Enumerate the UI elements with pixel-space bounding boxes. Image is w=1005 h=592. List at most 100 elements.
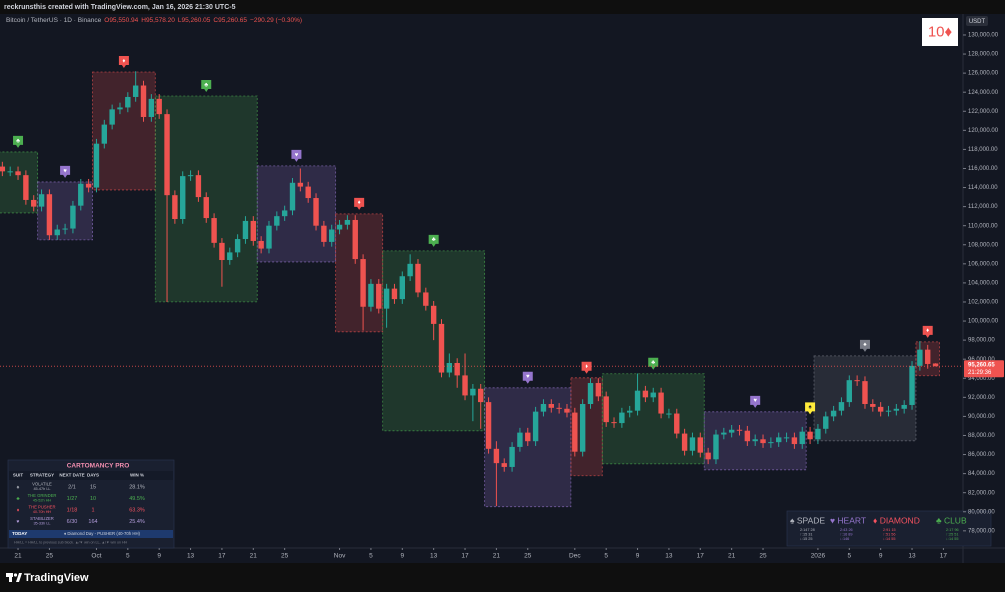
watermark: reckrunsthis created with TradingView.co…	[4, 4, 236, 11]
candle-body	[611, 422, 617, 424]
signal-symbol: ♣	[432, 237, 436, 243]
candle-body	[689, 437, 696, 451]
candle-body	[532, 411, 539, 442]
signal-symbol: ♣	[16, 138, 20, 144]
candle-body	[862, 381, 868, 405]
candle-body	[634, 390, 641, 411]
signal-marker	[13, 135, 24, 148]
candle-body	[383, 288, 390, 309]
signal-symbol: ♣	[651, 360, 655, 366]
table-note: HH/LL = HH/LL to previous sub block. ▲/▼…	[14, 540, 128, 544]
candle-body	[46, 194, 53, 236]
days: 15	[90, 484, 96, 490]
candle-body	[791, 437, 798, 445]
y-tick-label: 88,000.00	[968, 433, 995, 439]
y-tick-label: 118,000.00	[968, 147, 998, 153]
table-header-bg	[9, 471, 173, 480]
candle-body	[352, 219, 358, 260]
candle-body	[266, 225, 272, 249]
candle-body	[62, 228, 68, 230]
candle-body	[674, 413, 680, 434]
candle-body	[579, 404, 586, 452]
y-tick-label: 102,000.00	[968, 300, 999, 306]
candle-body	[93, 143, 100, 188]
signal-box	[601, 373, 705, 465]
candle-body	[274, 216, 280, 226]
candle-body	[744, 430, 751, 442]
signal-symbol: ♠	[808, 405, 812, 411]
x-tick-label: 9	[400, 553, 404, 560]
suit-stat: ↑:16 89	[840, 533, 852, 537]
candle-body	[823, 416, 829, 429]
strategy: THE GRINDER	[28, 493, 57, 498]
candle-body	[830, 410, 837, 417]
strategy: VOLATILE	[32, 482, 52, 487]
x-tick-label: 9	[157, 553, 161, 560]
signal-symbol: ♦	[585, 364, 588, 370]
candle-body	[932, 363, 939, 367]
x-tick-label: 17	[218, 553, 226, 560]
signal-symbol: ♥	[526, 374, 530, 380]
candle-body	[705, 452, 711, 460]
candle-body	[109, 109, 115, 125]
candle-body	[509, 446, 515, 467]
x-tick-label: 21	[250, 553, 258, 560]
ohlc-value: H95,578.20	[141, 17, 175, 24]
suits-panel: ♠ SPADE 2:147 28↑:15 31↓:15 25 ♥ HEART 2:43…	[786, 510, 992, 547]
candle-body	[525, 432, 531, 442]
candle-body	[415, 263, 421, 293]
candle-body	[877, 406, 884, 412]
candle-body	[885, 410, 892, 412]
signal-marker	[201, 80, 212, 93]
candle-body	[681, 433, 688, 451]
candle-body	[31, 199, 37, 207]
y-tick-label: 108,000.00	[968, 242, 999, 248]
candle-body	[391, 288, 398, 300]
candle-body	[909, 365, 915, 405]
candle-body	[117, 107, 123, 110]
column-header: NEXT DATE	[59, 473, 84, 478]
x-tick-label: 9	[636, 553, 640, 560]
strategy-table: CARTOMANCY PRO SUIT STRATEGY NEXT DATE DAYS W…	[7, 459, 175, 549]
candle-body	[368, 283, 374, 307]
candle-body	[164, 114, 170, 196]
win-rate: 28.1%	[129, 484, 145, 490]
candle-body	[70, 205, 76, 229]
signal-box	[484, 387, 572, 508]
x-tick-label: 5	[847, 553, 851, 560]
candle-body	[917, 349, 923, 366]
currency: USDT	[969, 19, 986, 25]
x-tick-label: 2026	[811, 553, 826, 560]
x-tick-label: 17	[940, 553, 948, 560]
candle-body	[697, 437, 703, 453]
candle-body	[799, 431, 805, 445]
candle-body	[501, 463, 507, 467]
x-tick-label: Nov	[334, 553, 346, 560]
candle-body	[195, 175, 202, 198]
candle-body	[140, 85, 147, 117]
candle-body	[595, 383, 602, 397]
candle-body	[54, 229, 60, 236]
candle-body	[870, 404, 876, 407]
footer-brand: TradingView	[24, 572, 89, 584]
suit-title: ♥ HEART	[830, 515, 866, 525]
x-tick-label: 13	[187, 553, 195, 560]
suit: ♥	[17, 519, 20, 525]
logo-mark	[9, 573, 12, 582]
candle-body	[360, 259, 366, 307]
candle-body	[619, 412, 625, 424]
candle-body	[250, 220, 256, 241]
x-tick-label: 21	[14, 553, 22, 560]
signal-marker	[922, 325, 933, 338]
signal-marker	[805, 402, 816, 415]
next-date: 2/1	[68, 484, 76, 490]
candle-body	[313, 198, 319, 226]
countdown: 21:29:36	[968, 370, 992, 376]
next-date: 6/30	[67, 519, 78, 525]
candle-body	[321, 225, 327, 242]
days: 164	[88, 519, 97, 525]
suit-stat: ↓:15 25	[800, 537, 812, 541]
candle-body	[7, 171, 13, 173]
candle-body	[289, 182, 296, 211]
